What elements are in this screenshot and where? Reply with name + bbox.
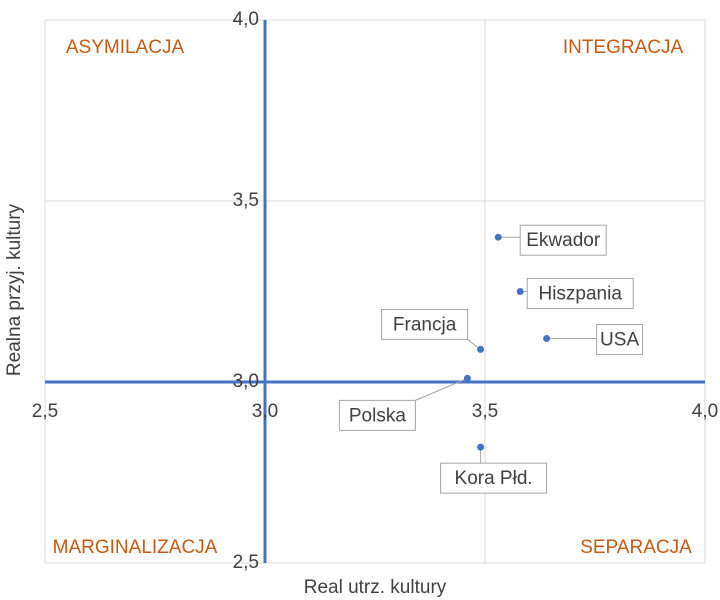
point: [516, 288, 524, 295]
label-box: [381, 308, 469, 340]
quadrant-label: ASYMILACJA: [66, 37, 185, 58]
point: [494, 233, 502, 241]
label-box: [440, 462, 548, 494]
quadrant-label: SEPARACJA: [580, 537, 692, 558]
point: [543, 335, 551, 343]
y-tick-label: 4,0: [233, 9, 259, 30]
data-label: Francja: [393, 314, 457, 335]
x-tick-label: 3,5: [472, 401, 498, 422]
point: [463, 374, 471, 382]
label-box: [338, 399, 416, 431]
y-tick-label: 3,0: [233, 371, 259, 392]
y-tick-label: 2,5: [233, 552, 259, 573]
y-tick-label: 3,5: [233, 190, 259, 211]
quadrant-label: MARGINALIZACJA: [53, 537, 218, 558]
quadrant-label: INTEGRACJA: [563, 37, 684, 58]
x-tick-label: 4,0: [692, 401, 718, 422]
data-label: Kora Płd.: [455, 468, 533, 489]
data-label: USA: [600, 330, 639, 351]
data-label: Polska: [349, 405, 406, 426]
label-box: [526, 278, 634, 309]
leader-line: [415, 377, 468, 401]
label-box: [596, 324, 644, 356]
point: [477, 443, 485, 451]
data-label: Hiszpania: [538, 284, 622, 305]
x-tick-label: 2,5: [32, 401, 58, 422]
x-tick-label: 3,0: [252, 401, 278, 422]
point: [477, 345, 485, 353]
y-axis-title: Realna przyj. kultury: [4, 203, 25, 376]
data-label: Ekwador: [526, 230, 601, 251]
x-axis-title: Real utrz. kultury: [304, 577, 447, 598]
label-box: [519, 224, 607, 256]
